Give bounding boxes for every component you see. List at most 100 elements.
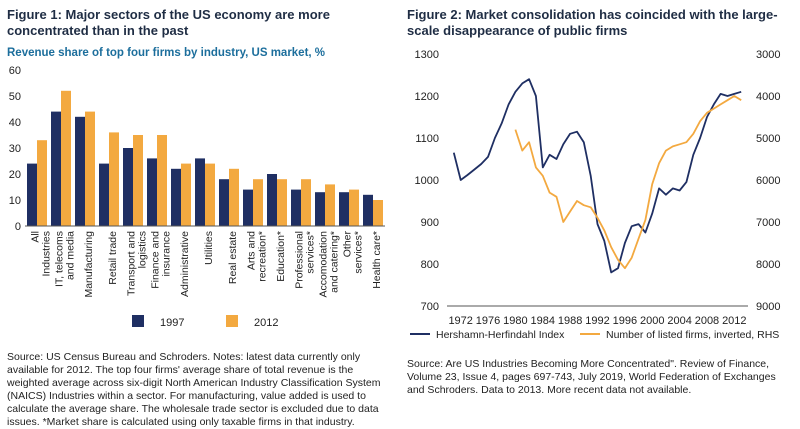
fig2-xtick-label: 2004 <box>667 315 691 327</box>
fig2-xtick-label: 1988 <box>558 315 582 327</box>
fig1-bar-2012-9 <box>229 168 239 226</box>
fig2-xtick-label: 1980 <box>503 315 527 327</box>
fig1-bar-1997-2 <box>51 111 61 226</box>
fig1-bar-1997-12 <box>291 189 301 226</box>
fig2-xtick-label: 1996 <box>613 315 637 327</box>
svg-text:services*: services* <box>353 231 365 274</box>
svg-text:All: All <box>30 231 42 243</box>
svg-text:Other: Other <box>342 231 354 258</box>
fig2-source: Source: Are US Industries Becoming More … <box>407 358 776 396</box>
svg-text:Professional: Professional <box>294 231 306 289</box>
fig1-bar-2012-11 <box>277 179 287 226</box>
fig1-category-label-4: Retail trade <box>107 231 119 285</box>
fig1-category-label-13: Accomodation and catering* <box>318 231 341 298</box>
fig1-bar-2012-13 <box>325 184 335 226</box>
fig2-legend-listed-label: Number of listed firms, inverted, RHS <box>606 329 779 341</box>
fig1-bar-1997-8 <box>195 158 205 226</box>
fig1-legend-swatch-1997 <box>132 315 144 327</box>
fig1-category-label-6: Finance and insurance <box>150 231 173 289</box>
svg-text:recreation*: recreation* <box>257 231 269 282</box>
fig2-xtick-label: 2008 <box>695 315 719 327</box>
fig1-bar-2012-2 <box>61 90 71 226</box>
svg-text:and media: and media <box>65 231 77 280</box>
svg-text:Industries: Industries <box>41 231 53 277</box>
svg-text:Accomodation: Accomodation <box>318 231 330 298</box>
fig1-category-label-8: Utilities <box>203 231 215 265</box>
svg-text:insurance: insurance <box>161 231 173 277</box>
svg-text:Administrative: Administrative <box>179 231 191 297</box>
fig2-series-line-2 <box>514 95 742 270</box>
svg-text:Real estate: Real estate <box>227 231 239 284</box>
fig2-ytick-right-label: 9000 <box>756 301 780 313</box>
fig1-bar-1997-13 <box>315 192 325 226</box>
fig1-bar-2012-1 <box>37 140 47 226</box>
fig1-legend-swatch-2012 <box>226 315 238 327</box>
fig1-bar-1997-4 <box>99 163 109 226</box>
fig2-ytick-left-label: 1000 <box>415 175 439 187</box>
fig2-ytick-left-label: 1200 <box>415 91 439 103</box>
fig2-ytick-right-label: 8000 <box>756 259 780 271</box>
fig2-title: Figure 2: Market consolidation has coinc… <box>407 7 778 38</box>
fig1-bar-2012-6 <box>157 135 167 226</box>
fig1-bar-2012-10 <box>253 179 263 226</box>
fig1-bar-2012-7 <box>181 163 191 226</box>
fig1-category-label-3: Manufacturing <box>83 231 95 298</box>
fig2-legend-hhi-label: Hershamn-Herfindahl Index <box>436 329 565 341</box>
fig2-ytick-right-label: 3000 <box>756 49 780 61</box>
fig2-xtick-label: 1984 <box>531 315 555 327</box>
fig1-category-label-12: Professional services* <box>294 231 317 289</box>
fig2-ytick-left-label: 800 <box>421 259 439 271</box>
svg-text:Arts and: Arts and <box>246 231 258 270</box>
fig1-legend-label-1997: 1997 <box>160 317 184 329</box>
fig2-ytick-right-label: 6000 <box>756 175 780 187</box>
svg-text:and catering*: and catering* <box>329 231 341 293</box>
fig1-category-label-1: All Industries <box>30 231 53 277</box>
fig1-legend-label-2012: 2012 <box>254 317 278 329</box>
fig1-bar-1997-7 <box>171 168 181 226</box>
fig2-ytick-left-label: 700 <box>421 301 439 313</box>
fig1-subtitle: Revenue share of top four firms by indus… <box>7 47 326 59</box>
fig1-bar-1997-1 <box>27 163 37 226</box>
fig1-category-label-9: Real estate <box>227 231 239 284</box>
svg-text:Transport and: Transport and <box>126 231 138 296</box>
fig2-xtick-label: 1976 <box>476 315 500 327</box>
fig1-bar-2012-12 <box>301 179 311 226</box>
fig1-bar-2012-14 <box>349 189 359 226</box>
fig2-xtick-label: 1992 <box>585 315 609 327</box>
fig1-category-label-11: Education* <box>275 231 287 282</box>
fig2-xtick-label: 1972 <box>448 315 472 327</box>
fig2-xtick-label: 2012 <box>722 315 746 327</box>
fig2-ytick-right-label: 4000 <box>756 91 780 103</box>
fig1-bar-2012-15 <box>373 200 383 226</box>
svg-text:Education*: Education* <box>275 231 287 282</box>
svg-text:services*: services* <box>305 231 317 274</box>
fig1-ytick-label: 20 <box>9 169 21 181</box>
fig1-ytick-label: 30 <box>9 143 21 155</box>
fig1-category-label-10: Arts and recreation* <box>246 231 269 282</box>
fig2-ytick-right-label: 7000 <box>756 217 780 229</box>
fig1-bar-1997-10 <box>243 189 253 226</box>
fig1-bar-1997-6 <box>147 158 157 226</box>
fig1-bar-2012-5 <box>133 135 143 226</box>
fig2-chart: 700 800 900 1000 1100 1200 1300 3000 4000 5000 600… <box>410 49 780 341</box>
fig1-title: Figure 1: Major sectors of the US econom… <box>7 7 330 38</box>
fig2-ytick-left-label: 1100 <box>415 133 439 145</box>
fig1-bar-2012-3 <box>85 111 95 226</box>
fig1-bar-1997-11 <box>267 174 277 226</box>
fig1-bar-1997-15 <box>363 194 373 226</box>
fig1-category-label-5: Transport and logistics <box>126 231 149 296</box>
fig2-ytick-left-label: 900 <box>421 217 439 229</box>
fig1-ytick-label: 50 <box>9 91 21 103</box>
fig1-category-label-2: IT, telecoms and media <box>54 231 77 287</box>
fig1-bar-1997-3 <box>75 116 85 226</box>
fig1-bar-2012-4 <box>109 132 119 226</box>
fig2-ytick-right-label: 5000 <box>756 133 780 145</box>
fig1-category-label-15: Health care* <box>371 231 383 289</box>
fig1-ytick-label: 60 <box>9 65 21 77</box>
fig1-ytick-label: 10 <box>9 195 21 207</box>
svg-text:logistics: logistics <box>137 231 149 268</box>
fig1-bar-1997-9 <box>219 179 229 226</box>
fig1-ytick-label: 0 <box>15 221 21 233</box>
fig2-xtick-label: 2000 <box>640 315 664 327</box>
